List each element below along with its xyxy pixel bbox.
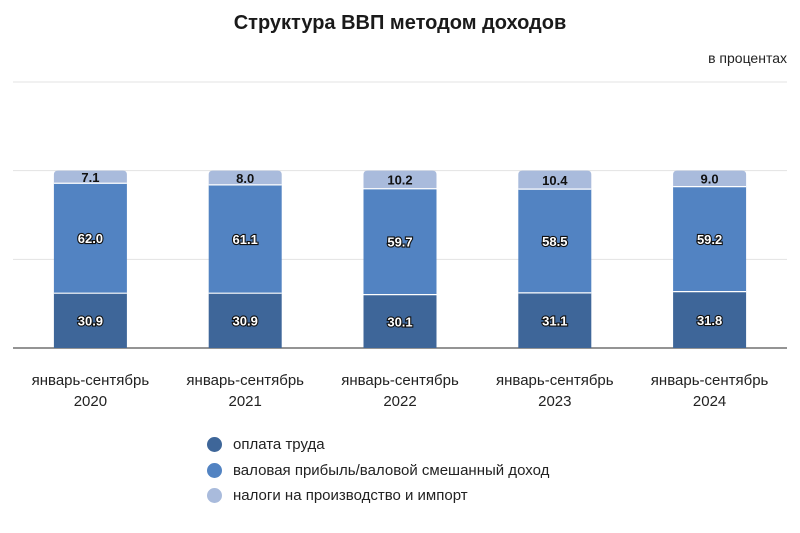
legend-item-labor: оплата труда bbox=[207, 432, 549, 458]
legend-label-labor: оплата труда bbox=[233, 436, 325, 454]
data-label-profit-2021: 61.1 bbox=[233, 232, 258, 247]
bar-taxes-2023 bbox=[518, 170, 592, 190]
data-label-taxes-2021: 8.0 bbox=[236, 171, 254, 186]
data-label-taxes-2023: 10.4 bbox=[542, 173, 568, 188]
data-label-taxes-2022: 10.2 bbox=[387, 173, 412, 188]
x-tick-label-period: январь-сентябрь bbox=[32, 372, 150, 389]
data-label-profit-2024: 59.2 bbox=[697, 232, 722, 247]
data-label-taxes-2020: 7.1 bbox=[81, 170, 99, 185]
bar-taxes-2024 bbox=[673, 170, 747, 187]
legend-label-taxes: налоги на производство и импорт bbox=[233, 487, 468, 505]
bar-profit-2021 bbox=[208, 184, 282, 294]
bar-profit-2023 bbox=[518, 189, 592, 293]
bar-labor-2022 bbox=[363, 294, 437, 348]
x-tick-label-year: 2024 bbox=[693, 393, 726, 410]
x-tick-label-period: январь-сентябрь bbox=[341, 372, 459, 389]
legend-marker-labor bbox=[207, 437, 222, 453]
bar-profit-2024 bbox=[673, 186, 747, 292]
x-tick-label-period: январь-сентябрь bbox=[186, 372, 304, 389]
bar-labor-2023 bbox=[518, 292, 592, 348]
data-label-taxes-2024: 9.0 bbox=[701, 172, 719, 187]
data-label-labor-2020: 30.9 bbox=[78, 314, 103, 329]
bar-taxes-2020 bbox=[53, 170, 127, 184]
data-label-profit-2023: 58.5 bbox=[542, 234, 567, 249]
bar-taxes-2022 bbox=[363, 170, 437, 189]
unit-label: в процентах bbox=[708, 50, 787, 66]
chart-title: Структура ВВП методом доходов bbox=[233, 12, 567, 34]
x-tick-label-period: январь-сентябрь bbox=[651, 372, 769, 389]
data-label-labor-2024: 31.8 bbox=[697, 313, 722, 328]
bar-profit-2022 bbox=[363, 188, 437, 295]
x-tick-label-period: январь-сентябрь bbox=[496, 372, 614, 389]
chart-legend: оплата труда валовая прибыль/валовой сме… bbox=[207, 432, 549, 509]
bar-labor-2020 bbox=[53, 293, 127, 348]
legend-item-taxes: налоги на производство и импорт bbox=[207, 483, 549, 509]
legend-label-profit: валовая прибыль/валовой смешанный доход bbox=[233, 461, 550, 479]
legend-marker-profit bbox=[207, 462, 222, 478]
data-label-labor-2023: 31.1 bbox=[542, 313, 567, 328]
bar-taxes-2021 bbox=[208, 170, 282, 185]
bar-profit-2020 bbox=[53, 183, 127, 294]
bar-labor-2024 bbox=[673, 291, 747, 348]
legend-marker-taxes bbox=[207, 488, 222, 504]
x-tick-label-year: 2022 bbox=[383, 393, 416, 410]
data-label-labor-2022: 30.1 bbox=[387, 314, 412, 329]
data-label-profit-2020: 62.0 bbox=[78, 231, 103, 246]
data-label-profit-2022: 59.7 bbox=[387, 235, 412, 250]
x-tick-label-year: 2023 bbox=[538, 393, 571, 410]
legend-item-profit: валовая прибыль/валовой смешанный доход bbox=[207, 458, 549, 484]
bar-labor-2021 bbox=[208, 293, 282, 348]
x-tick-label-year: 2021 bbox=[229, 393, 262, 410]
data-label-labor-2021: 30.9 bbox=[233, 314, 258, 329]
x-tick-label-year: 2020 bbox=[74, 393, 107, 410]
